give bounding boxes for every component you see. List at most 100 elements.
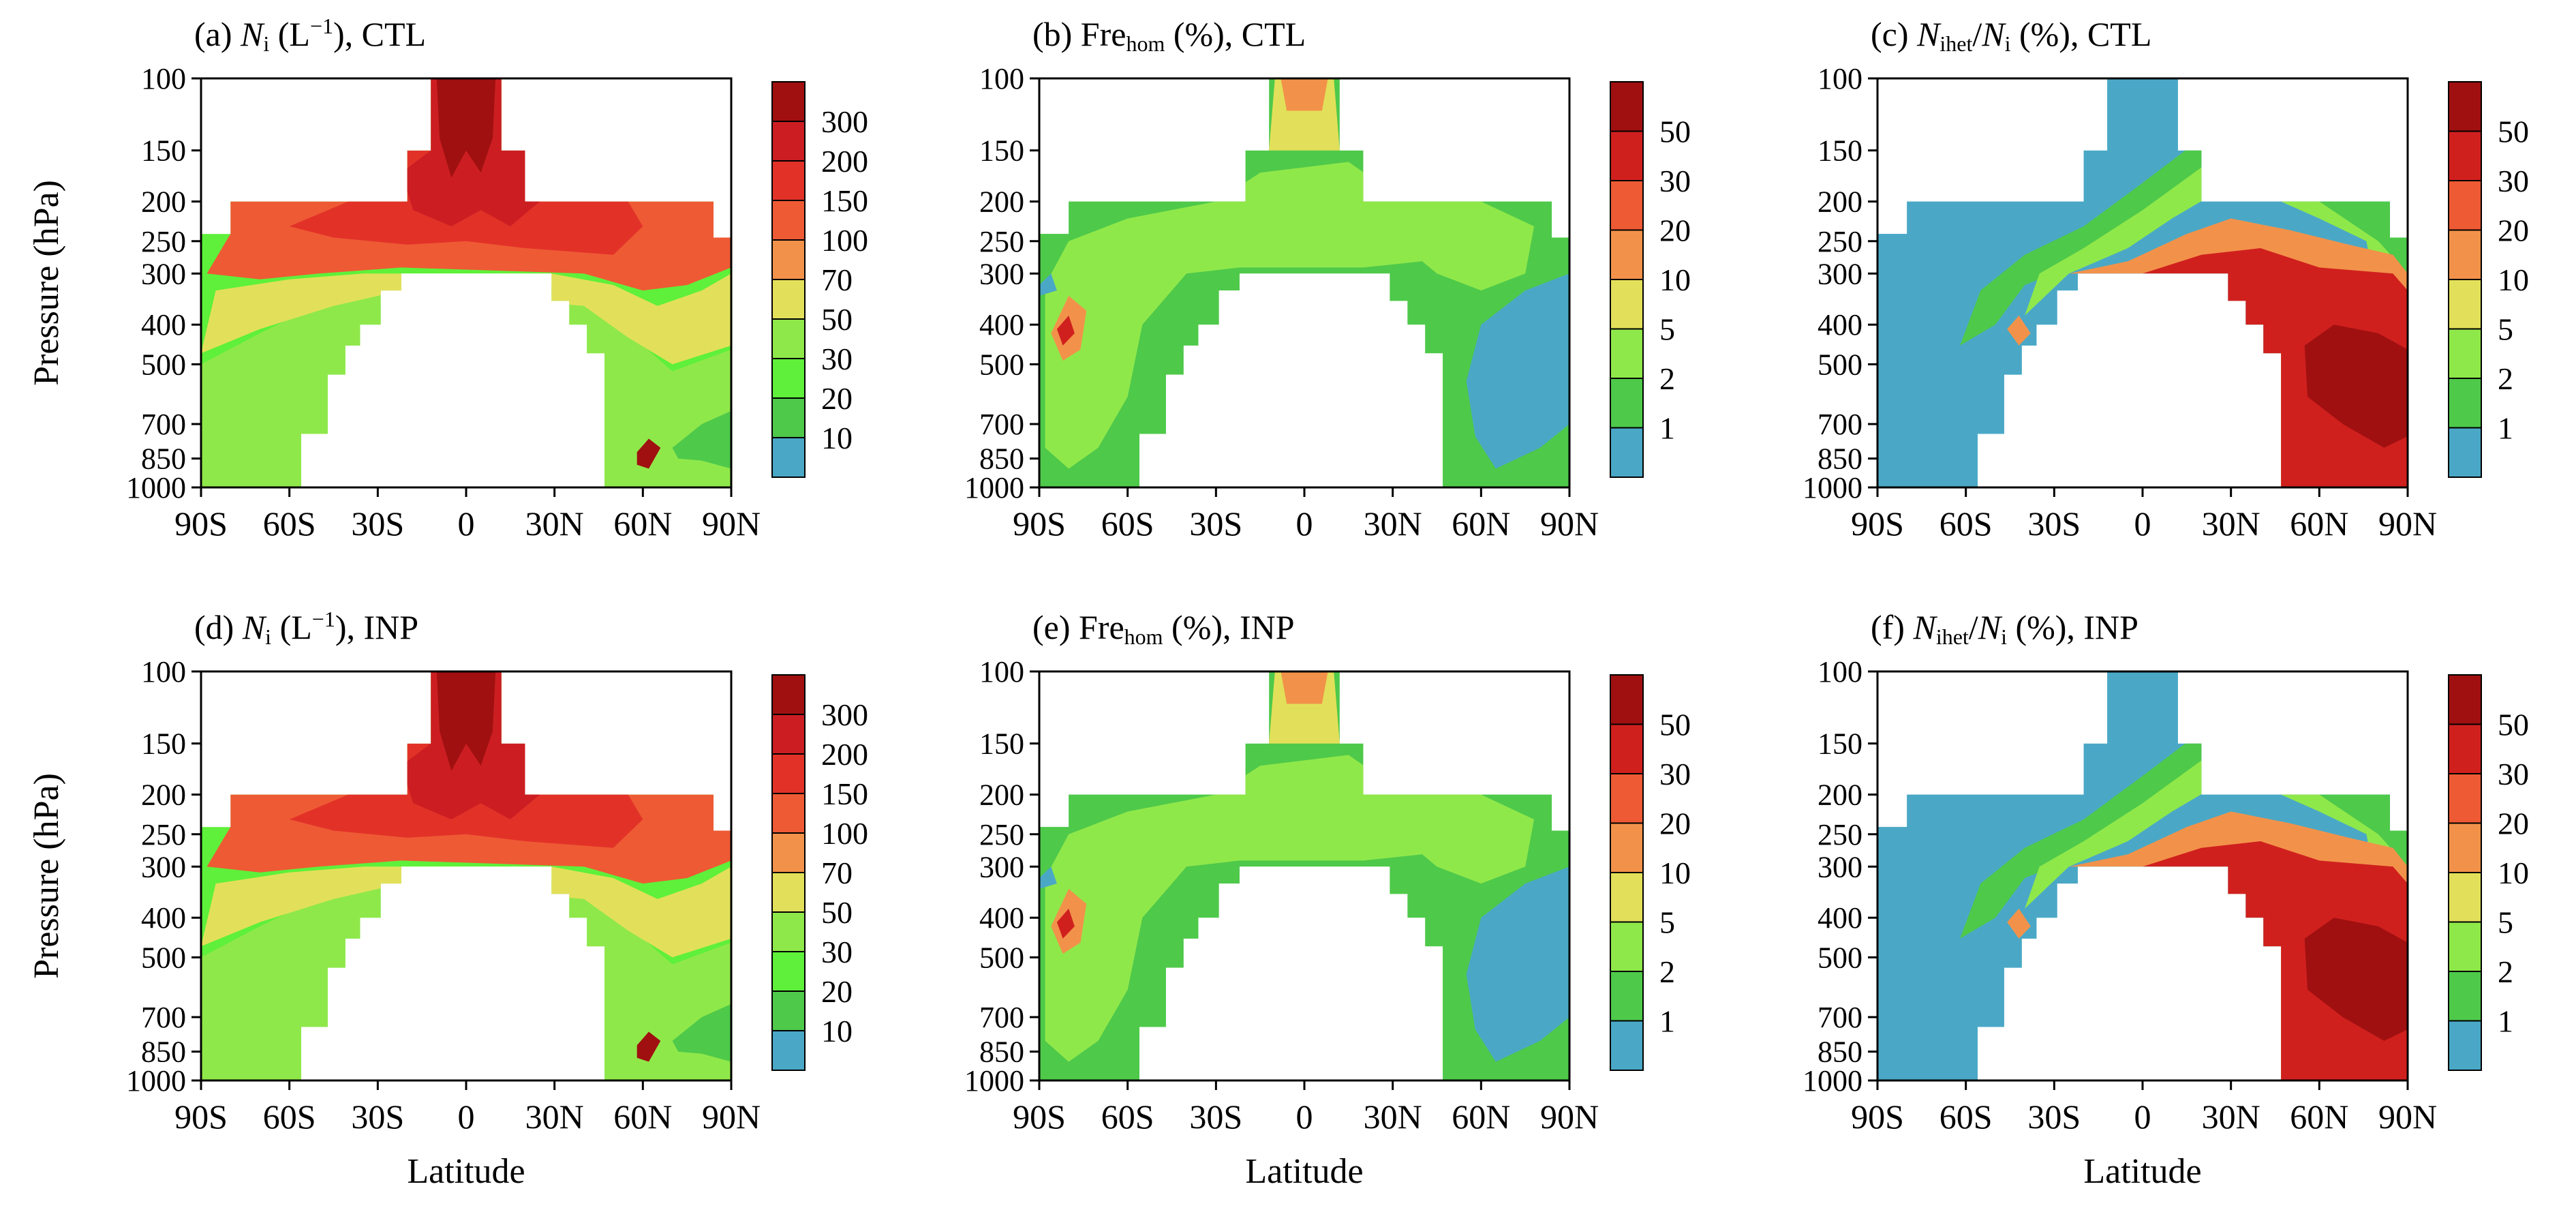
x-tick-label: 90N <box>2378 1098 2437 1136</box>
heatmap-band <box>2143 841 2408 1080</box>
panel-title: (c) Nihet/Ni (%), CTL <box>1871 15 2151 56</box>
x-tick-label: 60S <box>263 1098 316 1136</box>
x-tick-label: 90S <box>174 1098 228 1136</box>
heatmap-band <box>1039 866 1057 889</box>
y-tick-label: 200 <box>1818 778 1862 812</box>
colorbar-swatch <box>771 753 806 794</box>
y-tick-label: 150 <box>1818 727 1862 761</box>
heatmap-band <box>672 1003 731 1062</box>
x-tick-label: 60N <box>2290 504 2348 543</box>
colorbar-swatch <box>2448 674 2482 725</box>
x-tick-label: 90N <box>2378 504 2437 543</box>
colorbar-label: 5 <box>2498 312 2513 347</box>
colorbar-label: 20 <box>1659 213 1691 248</box>
colorbar-swatch <box>771 279 806 320</box>
x-tick-label: 0 <box>458 1098 475 1136</box>
y-tick-label: 100 <box>141 655 186 689</box>
colorbar-swatch <box>1610 180 1644 231</box>
y-tick-label: 300 <box>141 850 186 883</box>
y-tick-label: 700 <box>1818 1001 1862 1034</box>
x-tick-label: 60S <box>1101 1098 1154 1136</box>
x-axis-label: Latitude <box>407 1152 525 1191</box>
colorbar-swatch <box>771 793 806 834</box>
colorbar-label: 20 <box>821 381 853 416</box>
colorbar-swatch <box>1610 723 1644 774</box>
y-tick-label: 850 <box>1818 1035 1862 1069</box>
colorbar-swatch <box>771 674 806 715</box>
colorbar-label: 5 <box>1659 905 1675 940</box>
y-tick-label: 400 <box>979 901 1024 935</box>
y-tick-label: 250 <box>141 225 186 258</box>
x-tick-label: 30S <box>1189 504 1242 543</box>
colorbar-swatch <box>771 397 806 438</box>
panel-title: (e) Frehom (%), INP <box>1032 608 1295 649</box>
x-tick-label: 30N <box>525 504 584 543</box>
y-tick-label: 200 <box>1818 185 1862 219</box>
colorbar-label: 30 <box>821 342 853 376</box>
colorbar-label: 20 <box>821 974 853 1009</box>
y-tick-label: 500 <box>1818 941 1862 974</box>
y-tick-label: 150 <box>141 727 186 761</box>
colorbar-label: 100 <box>821 816 868 851</box>
colorbar-swatch <box>771 239 806 280</box>
colorbar-label: 150 <box>821 776 868 811</box>
x-tick-label: 60S <box>1939 504 1993 543</box>
y-tick-label: 200 <box>979 778 1024 812</box>
colorbar-swatch <box>771 160 806 201</box>
colorbar-label: 50 <box>2498 708 2529 742</box>
x-tick-label: 90S <box>174 504 228 543</box>
colorbar-label: 20 <box>2498 213 2529 248</box>
x-tick-label: 60N <box>1452 504 1510 543</box>
x-tick-label: 60N <box>613 1098 672 1136</box>
y-tick-label: 100 <box>1818 62 1862 95</box>
colorbar-label: 10 <box>1659 262 1691 297</box>
y-tick-label: 500 <box>1818 348 1862 381</box>
colorbar-swatch <box>771 358 806 399</box>
colorbar-swatch <box>2448 971 2482 1022</box>
colorbar-swatch <box>771 911 806 952</box>
x-tick-label: 60N <box>2290 1098 2348 1136</box>
y-tick-label: 300 <box>979 850 1024 883</box>
colorbar-swatch <box>1610 971 1644 1022</box>
heatmap-band <box>436 671 496 771</box>
colorbar-swatch <box>771 200 806 241</box>
colorbar-swatch <box>2448 229 2482 280</box>
colorbar-swatch <box>771 990 806 1031</box>
y-tick-label: 1000 <box>126 471 186 504</box>
colorbar-label: 70 <box>821 262 853 297</box>
heatmap-band <box>637 1031 661 1062</box>
colorbar-label: 30 <box>821 935 853 969</box>
y-tick-label: 1000 <box>1803 1064 1862 1098</box>
y-tick-label: 300 <box>1818 850 1862 883</box>
colorbar-label: 5 <box>1659 312 1675 347</box>
colorbar-label: 10 <box>2498 262 2529 297</box>
colorbar-label: 1 <box>2498 1004 2513 1039</box>
x-tick-label: 0 <box>2134 504 2151 543</box>
colorbar-swatch <box>771 318 806 359</box>
y-tick-label: 1000 <box>1803 471 1862 504</box>
x-tick-label: 30N <box>1364 1098 1422 1136</box>
y-tick-label: 300 <box>1818 257 1862 290</box>
x-tick-label: 90S <box>1013 1098 1066 1136</box>
y-tick-label: 200 <box>979 185 1024 219</box>
colorbar-swatch <box>2448 822 2482 873</box>
y-tick-label: 150 <box>1818 134 1862 168</box>
y-tick-label: 850 <box>141 1035 186 1069</box>
heatmap-band <box>201 273 731 365</box>
y-tick-label: 400 <box>1818 308 1862 342</box>
colorbar-swatch <box>2448 378 2482 429</box>
y-tick-label: 200 <box>141 185 186 219</box>
colorbar-label: 30 <box>2498 757 2529 791</box>
heatmap-band <box>2143 248 2408 487</box>
x-tick-label: 30S <box>351 504 404 543</box>
x-tick-label: 30N <box>1364 504 1422 543</box>
y-tick-label: 700 <box>141 408 186 441</box>
heatmap-band <box>1045 755 1535 1062</box>
colorbar-swatch <box>1610 1020 1644 1071</box>
y-tick-label: 400 <box>141 901 186 935</box>
y-tick-label: 300 <box>979 257 1024 290</box>
y-tick-label: 150 <box>141 134 186 168</box>
